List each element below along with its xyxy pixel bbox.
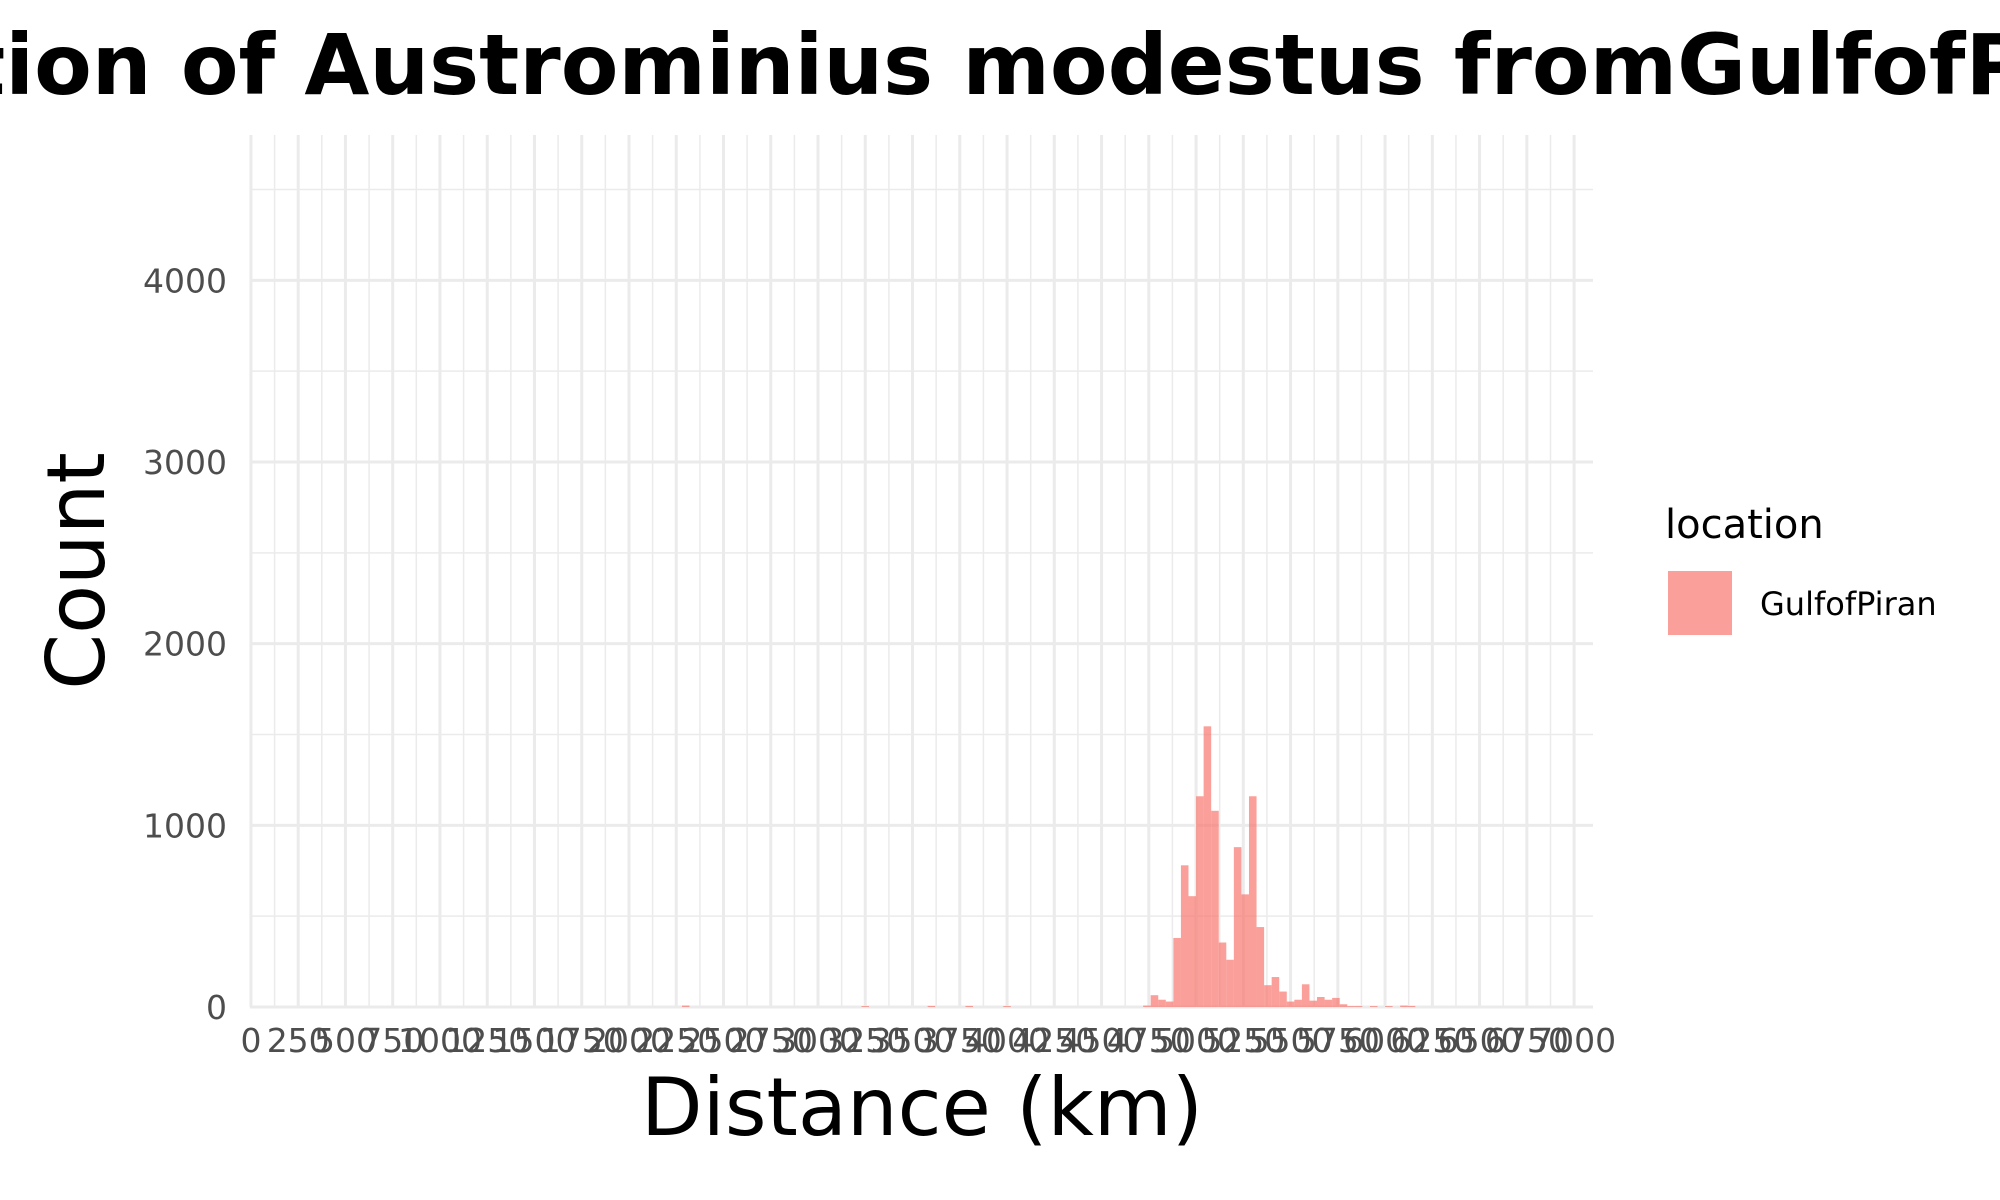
y-tick-label: 4000 (143, 261, 227, 300)
histogram-bar (1256, 927, 1265, 1007)
x-tick-label: 2500 (682, 1021, 766, 1060)
histogram-bar (1218, 942, 1227, 1007)
histogram-bar (1279, 991, 1287, 1007)
histogram-bar (1317, 997, 1325, 1007)
y-tick-label: 1000 (143, 806, 227, 845)
histogram-bar (1165, 1001, 1174, 1007)
histogram-bar (1339, 1004, 1348, 1007)
histogram-bar (927, 1005, 936, 1007)
histogram-bar (1241, 894, 1249, 1007)
histogram-bar (1143, 1005, 1151, 1007)
y-tick-label: 3000 (143, 443, 227, 482)
histogram-bar (1400, 1005, 1408, 1007)
histogram-bar (965, 1005, 974, 1007)
histogram-bar (1150, 995, 1159, 1007)
y-tick-label: 0 (206, 988, 227, 1027)
x-tick-label: 3000 (776, 1021, 860, 1060)
x-tick-label: 3250 (823, 1021, 907, 1060)
x-tick-label: 6250 (1390, 1021, 1474, 1060)
y-axis-title: Count (30, 452, 123, 690)
legend-key-gulfofpiran (1668, 571, 1732, 635)
histogram-bar (1294, 999, 1302, 1007)
x-tick-label: 4000 (965, 1021, 1049, 1060)
x-tick-label: 5500 (1249, 1021, 1333, 1060)
x-tick-label: 2000 (587, 1021, 671, 1060)
histogram-bar (1003, 1006, 1011, 1007)
histogram-bar (1332, 997, 1340, 1007)
histogram-bar (1173, 937, 1181, 1007)
histogram-bar (1286, 1001, 1295, 1007)
x-tick-label: 4250 (1012, 1021, 1096, 1060)
histogram-bar (681, 1005, 690, 1007)
histogram-bar (1324, 999, 1333, 1007)
histogram-bar (1309, 1000, 1318, 1007)
x-tick-label: 1500 (492, 1021, 576, 1060)
chart-title: Distribution of Austrominius modestus fr… (0, 16, 2000, 114)
histogram-bar (1301, 984, 1310, 1007)
x-tick-label: 1750 (540, 1021, 624, 1060)
x-tick-label: 5750 (1296, 1021, 1380, 1060)
x-tick-label: 6000 (1343, 1021, 1427, 1060)
x-tick-label: 250 (267, 1021, 330, 1060)
histogram-bar (1180, 865, 1189, 1007)
x-tick-label: 750 (361, 1021, 424, 1060)
x-tick-label: 2750 (729, 1021, 813, 1060)
legend: location GulfofPiran (1665, 502, 1937, 635)
x-tick-label: 4500 (1060, 1021, 1144, 1060)
histogram-bar (1264, 985, 1272, 1007)
x-tick-label: 3750 (918, 1021, 1002, 1060)
x-tick-label: 7000 (1532, 1021, 1616, 1060)
histogram-bar (1233, 847, 1242, 1007)
histogram-bar (1271, 977, 1280, 1007)
legend-title: location (1665, 502, 1824, 548)
histogram-bar (1196, 796, 1204, 1007)
histogram-bar (1407, 1005, 1416, 1007)
y-tick-label: 2000 (143, 625, 227, 664)
x-tick-label: 1250 (445, 1021, 529, 1060)
x-tick-label: 5000 (1154, 1021, 1238, 1060)
x-tick-label: 0 (240, 1021, 261, 1060)
histogram-bar (1347, 1006, 1355, 1007)
legend-label-gulfofpiran: GulfofPiran (1760, 585, 1937, 623)
plot-area: 0 250500750100012501500175020002250250027… (143, 135, 1616, 1060)
x-tick-label: 6750 (1485, 1021, 1569, 1060)
x-axis-title: Distance (km) (641, 1061, 1203, 1154)
histogram-bar (1369, 1006, 1378, 1007)
x-tick-label: 3500 (871, 1021, 955, 1060)
histogram-bar (1385, 1006, 1393, 1007)
x-tick-label: 4750 (1107, 1021, 1191, 1060)
histogram-bar (1211, 810, 1219, 1007)
x-tick-label: 500 (314, 1021, 377, 1060)
x-tick-label: 2250 (634, 1021, 718, 1060)
x-tick-label: 1000 (398, 1021, 482, 1060)
histogram-bar (1203, 726, 1212, 1007)
histogram-bar (1354, 1006, 1363, 1007)
histogram-bar (861, 1006, 870, 1007)
x-tick-label: 6500 (1438, 1021, 1522, 1060)
histogram-bar (1188, 896, 1197, 1007)
histogram-bar (1248, 796, 1257, 1007)
histogram-bar (1226, 959, 1234, 1007)
histogram-bar (1158, 999, 1166, 1007)
x-tick-label: 5250 (1201, 1021, 1285, 1060)
